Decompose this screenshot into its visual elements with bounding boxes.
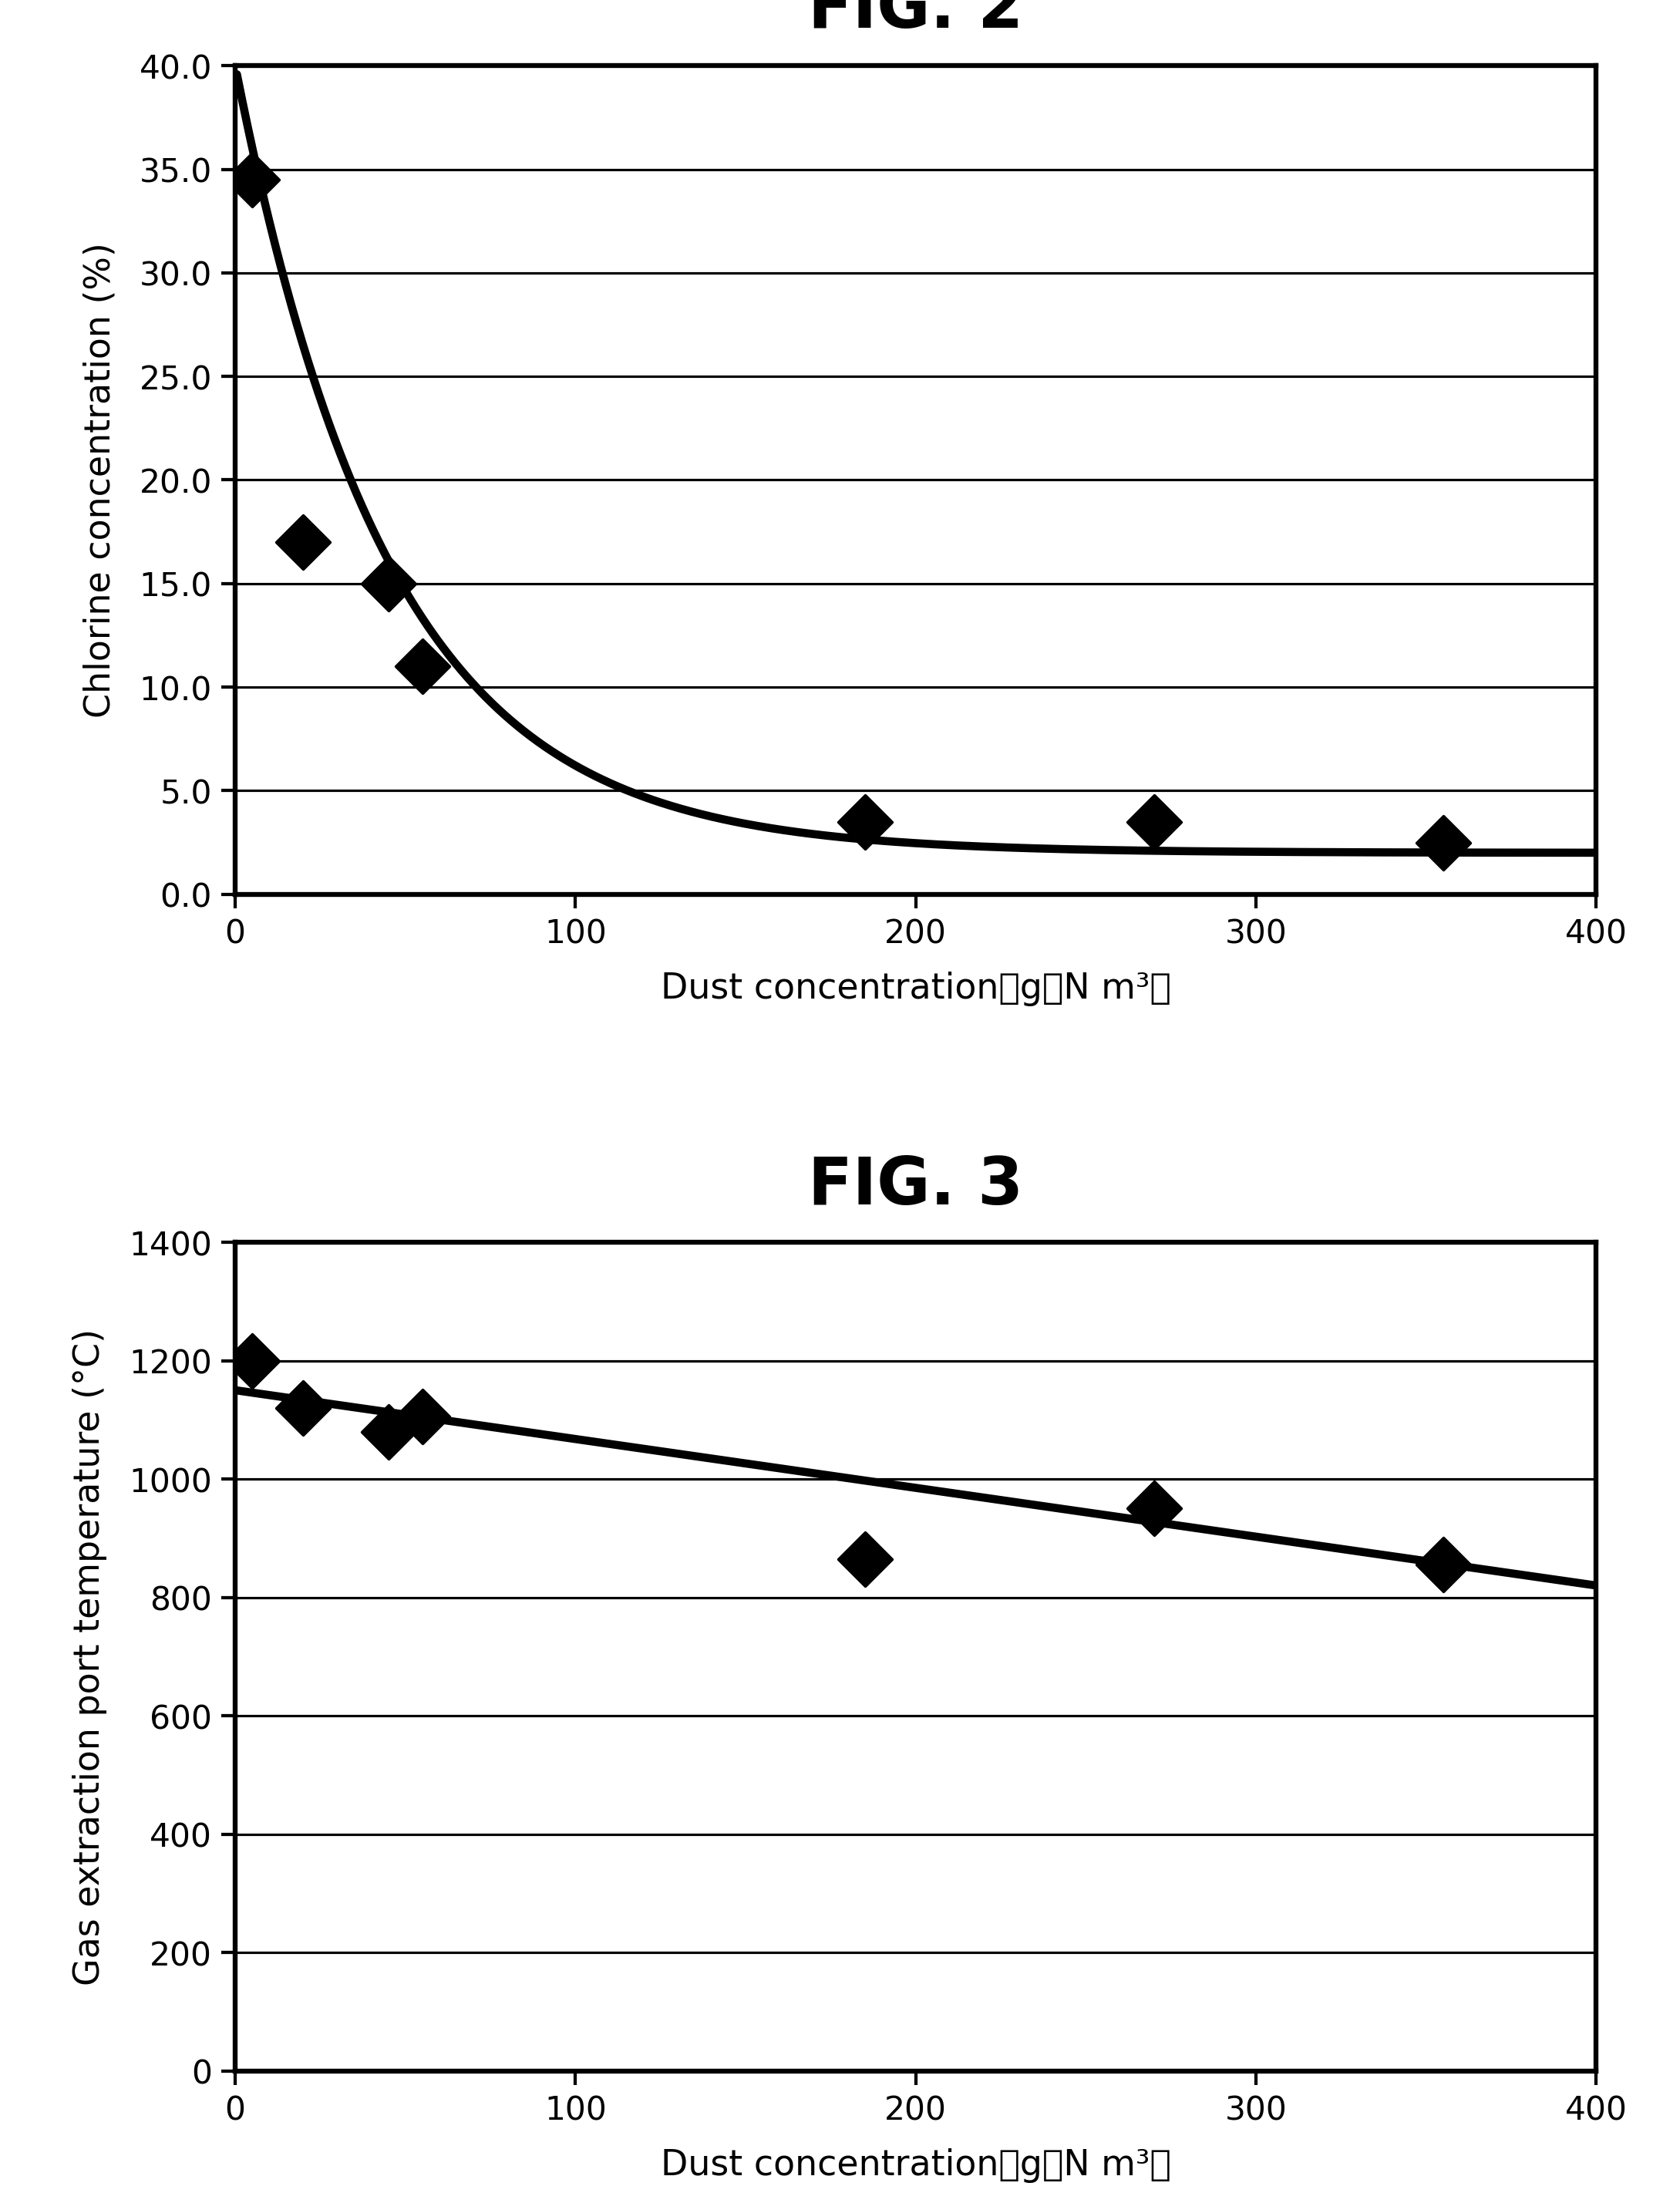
Title: FIG. 3: FIG. 3 (808, 1154, 1023, 1218)
Point (1430, 826, 1457, 861)
Point (852, 1542, 879, 1577)
Point (408, 1399, 435, 1434)
Y-axis label: Gas extraction port temperature (°C): Gas extraction port temperature (°C) (72, 1328, 108, 1985)
X-axis label: Dust concentration（g／N m³）: Dust concentration（g／N m³） (660, 972, 1171, 1007)
Point (1430, 1547, 1457, 1582)
Point (291, 524, 318, 560)
Point (408, 650, 435, 685)
Point (852, 804, 879, 839)
Point (239, 1344, 265, 1379)
Point (291, 1390, 318, 1425)
Point (375, 566, 402, 601)
Title: FIG. 2: FIG. 2 (808, 0, 1023, 42)
Point (239, 163, 265, 198)
Point (1141, 1491, 1168, 1527)
Point (375, 1414, 402, 1450)
X-axis label: Dust concentration（g／N m³）: Dust concentration（g／N m³） (660, 2148, 1171, 2183)
Point (1141, 804, 1168, 839)
Y-axis label: Chlorine concentration (%): Chlorine concentration (%) (82, 242, 118, 718)
